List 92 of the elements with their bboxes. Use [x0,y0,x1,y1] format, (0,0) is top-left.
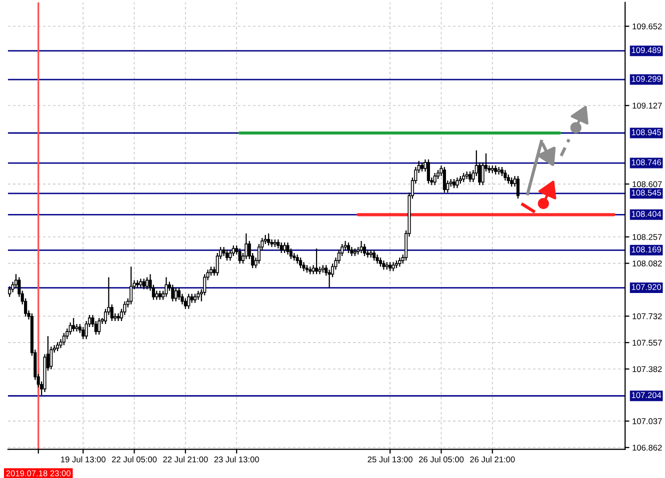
y-tick-label: 107.037 [632,418,662,424]
y-tick-label: 107.557 [632,340,662,346]
candlestick [302,262,306,272]
candlestick [276,238,280,250]
candlestick [82,326,85,340]
ref-line-label: 108.545 [632,190,662,196]
ref-line-label: 108.746 [632,159,662,166]
ref-line-label: 108.404 [632,211,662,217]
candlestick [280,242,283,254]
candlestick [174,287,178,302]
candlestick [328,269,331,288]
candlestick [468,170,472,183]
x-tick-label: 19 Jul 13:00 [61,456,106,462]
candlestick [244,232,248,260]
ref-line-label: 109.489 [632,47,661,54]
candlestick [452,178,456,189]
candlestick [346,242,350,254]
candlestick [392,262,395,272]
candlestick [158,290,162,300]
candlestick [378,257,382,268]
candlestick [155,290,158,300]
candlestick [296,254,299,264]
ref-line-label: 108.169 [632,246,661,252]
candlestick [184,298,187,310]
y-tick-label: 107.732 [632,313,662,320]
candlestick [187,293,190,310]
candlestick [171,284,174,302]
candlestick [178,287,181,300]
candlestick [267,232,270,246]
candlestick [372,249,376,262]
y-tick-label: 108.257 [632,234,662,240]
candlestick [8,286,12,298]
candlestick [494,164,498,176]
candlestick [283,242,286,254]
candlestick [142,278,146,290]
x-tick-label: 26 Jul 21:00 [470,456,515,462]
candlestick [433,172,436,186]
candlestick [98,317,101,336]
candlestick [139,278,142,288]
candlestick [68,322,72,336]
candlestick [426,158,430,184]
candlestick [506,174,510,184]
candlestick [232,244,235,257]
candlestick [222,246,226,257]
candlestick [362,243,366,257]
candlestick [56,342,60,352]
candlestick [388,262,392,272]
candlestick [510,176,514,188]
candlestick [350,246,354,257]
candlestick [193,293,197,304]
ref-line-label: 107.204 [632,392,662,398]
candlestick [228,249,232,262]
x-tick-label: 22 Jul 05:00 [112,456,157,462]
x-tick-label: 26 Jul 05:00 [418,456,464,462]
candlestick [462,172,466,183]
candlestick [500,166,504,177]
candlestick [382,260,386,270]
y-tick-label: 109.127 [632,102,662,109]
candlestick [315,248,318,275]
candlestick [516,175,520,200]
y-tick-label: 107.382 [632,366,662,372]
candlestick [72,317,76,332]
candlestick [299,257,302,269]
candlestick [190,293,194,304]
ref-line-label: 109.299 [632,76,661,82]
y-tick-label: 108.082 [632,260,662,266]
x-tick-label: 23 Jul 13:00 [214,456,259,462]
candlestick [360,240,363,254]
candlestick [442,166,446,194]
candlestick [286,242,290,256]
x-tick-label: 25 Jul 13:00 [368,456,412,462]
y-tick-label: 106.862 [632,444,662,451]
candlestick [62,332,66,346]
ref-line-label: 107.920 [632,284,662,290]
candlestick [456,176,459,189]
candlestick [238,248,242,264]
y-tick-label: 108.607 [632,181,662,188]
candlestick [130,266,133,305]
candlestick [146,276,149,290]
candlestick [209,266,213,276]
x-tick-label: 2019.07.18 23:00 [6,470,70,476]
candlestick [225,249,229,262]
candlestick [420,162,424,172]
ref-line-label: 108.945 [632,129,662,136]
candlestick [504,169,507,182]
candlestick [196,290,200,300]
candlestick [164,276,168,298]
x-tick-label: 22 Jul 21:00 [163,456,208,462]
candlestick [312,264,315,275]
candlestick [398,257,402,268]
y-tick-label: 109.652 [632,23,662,30]
candlestick [376,254,379,264]
